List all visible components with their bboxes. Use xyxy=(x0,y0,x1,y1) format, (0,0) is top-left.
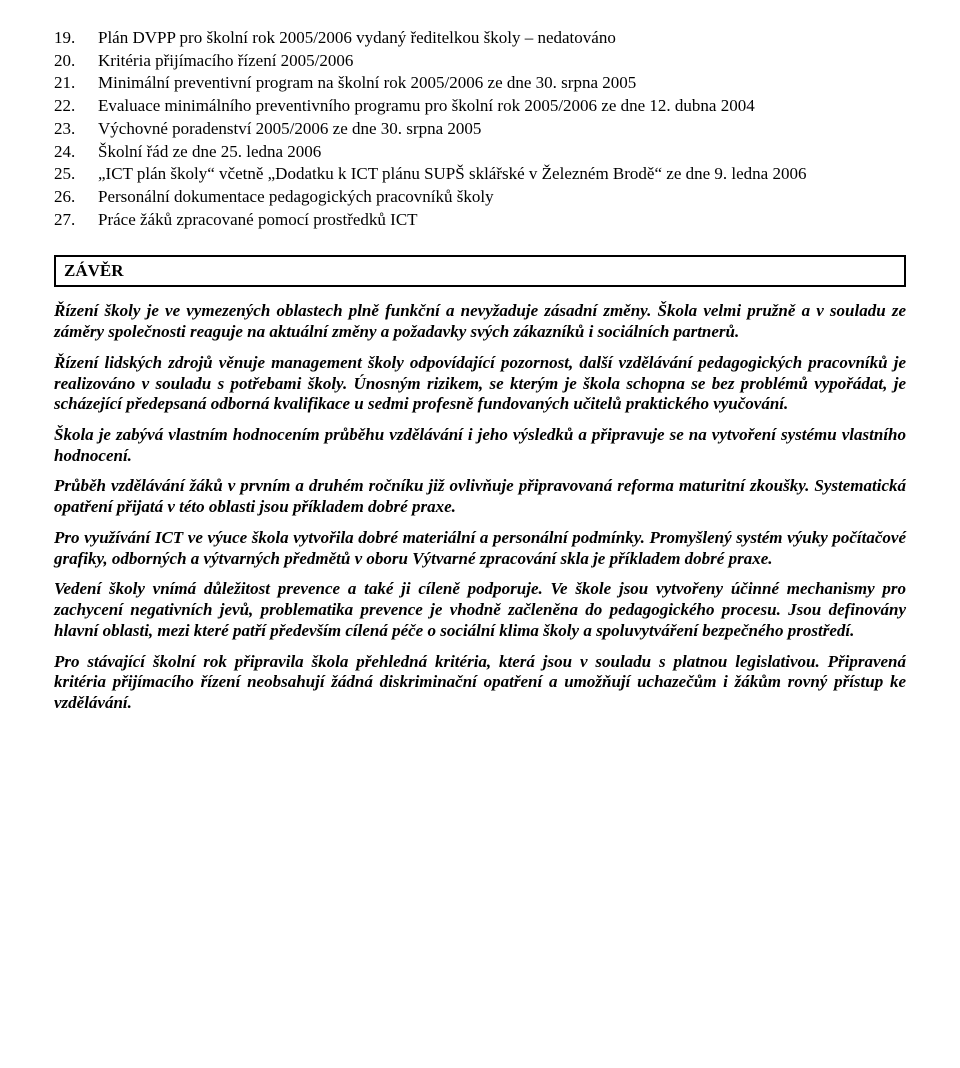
list-item-text: Výchovné poradenství 2005/2006 ze dne 30… xyxy=(98,119,906,140)
list-item: 19. Plán DVPP pro školní rok 2005/2006 v… xyxy=(54,28,906,49)
list-item-number: 24. xyxy=(54,142,98,163)
list-item-text: Plán DVPP pro školní rok 2005/2006 vydan… xyxy=(98,28,906,49)
paragraph: Pro využívání ICT ve výuce škola vytvoři… xyxy=(54,528,906,569)
paragraph: Vedení školy vnímá důležitost prevence a… xyxy=(54,579,906,641)
paragraph: Škola je zabývá vlastním hodnocením průb… xyxy=(54,425,906,466)
list-item: 21. Minimální preventivní program na ško… xyxy=(54,73,906,94)
section-heading-box: ZÁVĚR xyxy=(54,255,906,288)
numbered-list: 19. Plán DVPP pro školní rok 2005/2006 v… xyxy=(54,28,906,231)
list-item-text: Kritéria přijímacího řízení 2005/2006 xyxy=(98,51,906,72)
paragraph: Řízení školy je ve vymezených oblastech … xyxy=(54,301,906,342)
list-item-text: Evaluace minimálního preventivního progr… xyxy=(98,96,906,117)
list-item: 20. Kritéria přijímacího řízení 2005/200… xyxy=(54,51,906,72)
list-item: 26. Personální dokumentace pedagogických… xyxy=(54,187,906,208)
paragraph: Řízení lidských zdrojů věnuje management… xyxy=(54,353,906,415)
list-item-text: Práce žáků zpracované pomocí prostředků … xyxy=(98,210,906,231)
list-item-number: 19. xyxy=(54,28,98,49)
list-item: 23. Výchovné poradenství 2005/2006 ze dn… xyxy=(54,119,906,140)
list-item-number: 25. xyxy=(54,164,98,185)
list-item-text: Personální dokumentace pedagogických pra… xyxy=(98,187,906,208)
list-item-number: 21. xyxy=(54,73,98,94)
list-item: 25. „ICT plán školy“ včetně „Dodatku k I… xyxy=(54,164,906,185)
list-item-text: „ICT plán školy“ včetně „Dodatku k ICT p… xyxy=(98,164,906,185)
list-item: 24. Školní řád ze dne 25. ledna 2006 xyxy=(54,142,906,163)
paragraph: Pro stávající školní rok připravila škol… xyxy=(54,652,906,714)
paragraph: Průběh vzdělávání žáků v prvním a druhém… xyxy=(54,476,906,517)
list-item-number: 23. xyxy=(54,119,98,140)
section-heading: ZÁVĚR xyxy=(64,261,124,280)
list-item-number: 27. xyxy=(54,210,98,231)
list-item-number: 26. xyxy=(54,187,98,208)
list-item-text: Školní řád ze dne 25. ledna 2006 xyxy=(98,142,906,163)
list-item-number: 20. xyxy=(54,51,98,72)
list-item: 22. Evaluace minimálního preventivního p… xyxy=(54,96,906,117)
list-item-number: 22. xyxy=(54,96,98,117)
list-item: 27. Práce žáků zpracované pomocí prostře… xyxy=(54,210,906,231)
list-item-text: Minimální preventivní program na školní … xyxy=(98,73,906,94)
